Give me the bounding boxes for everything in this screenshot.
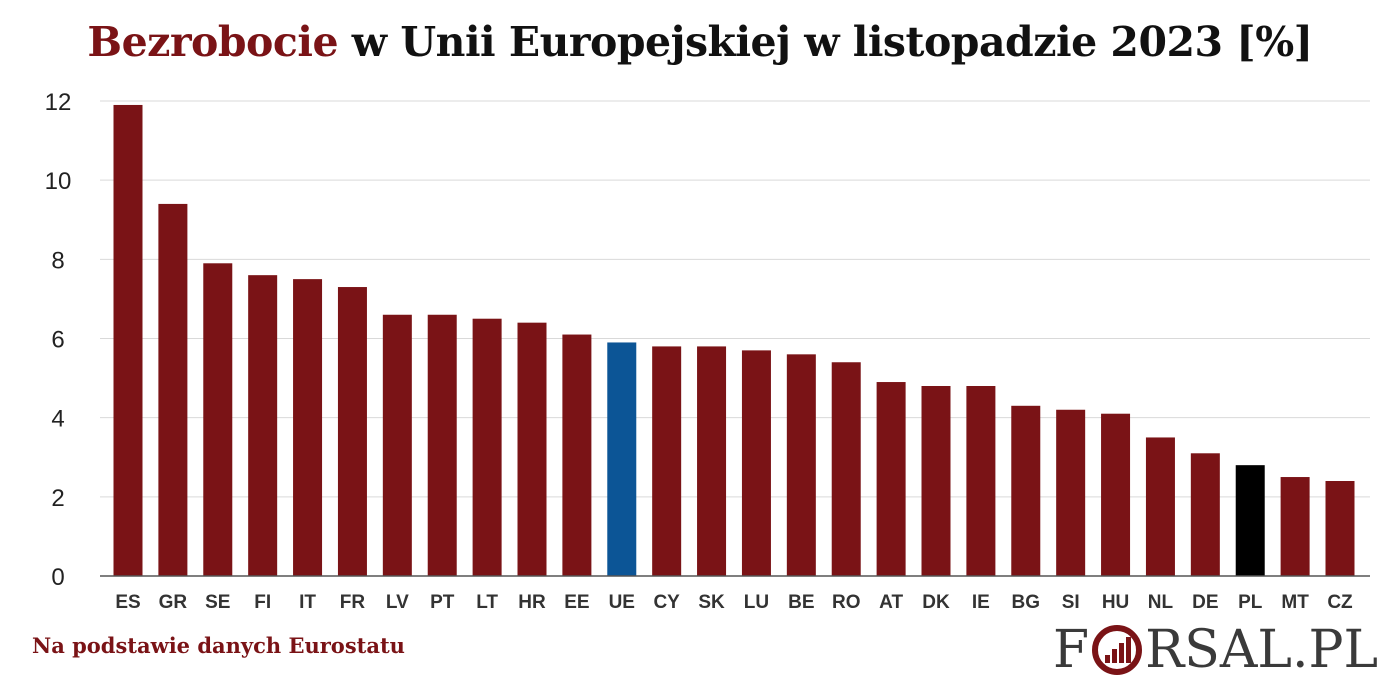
x-category-label: LV <box>386 592 409 613</box>
bar-lu <box>741 350 771 576</box>
y-tick-label: 8 <box>51 247 64 274</box>
x-category-label: AT <box>879 592 903 613</box>
logo-ring-icon <box>1092 625 1143 675</box>
x-category-label: EE <box>564 592 589 613</box>
x-category-label: IE <box>972 592 990 613</box>
x-category-label: HU <box>1102 592 1129 613</box>
chart-title-rest: w Unii Europejskiej w listopadzie 2023 [… <box>338 18 1313 66</box>
bar-de <box>1190 453 1220 576</box>
source-note: Na podstawie danych Eurostatu <box>32 633 405 658</box>
bar-cy <box>652 346 682 576</box>
x-category-label: PL <box>1238 592 1263 613</box>
x-category-label: LU <box>744 592 769 613</box>
x-category-label: PT <box>430 592 455 613</box>
bar-mt <box>1280 477 1310 576</box>
bar-fi <box>248 275 278 576</box>
bar-ue <box>607 342 637 576</box>
y-tick-label: 0 <box>51 564 64 591</box>
x-category-label: BE <box>788 592 814 613</box>
x-category-label: NL <box>1148 592 1174 613</box>
bar-si <box>1056 409 1086 576</box>
x-category-label: UE <box>609 592 635 613</box>
bar-cz <box>1325 481 1355 576</box>
x-category-label: SE <box>205 592 230 613</box>
bar-ro <box>831 362 861 576</box>
bar-gr <box>158 203 188 576</box>
bar-dk <box>921 386 951 576</box>
bar-pl <box>1235 465 1265 576</box>
chart-title: Bezrobocie w Unii Europejskiej w listopa… <box>0 18 1400 66</box>
x-category-label: GR <box>159 592 188 613</box>
chart-title-highlight: Bezrobocie <box>87 18 339 66</box>
x-category-label: ES <box>115 592 140 613</box>
bar-ie <box>966 386 996 576</box>
bar-lv <box>382 314 412 576</box>
forsal-logo: F RSAL.PL <box>1053 618 1378 682</box>
x-category-label: IT <box>299 592 316 613</box>
bar-it <box>293 279 323 576</box>
bar-es <box>113 104 143 576</box>
y-tick-label: 10 <box>45 168 72 195</box>
bar-fr <box>337 287 367 576</box>
y-axis-ticks: 0 2 4 6 8 10 12 <box>45 89 72 591</box>
x-category-label: DK <box>922 592 950 613</box>
x-category-label: BG <box>1012 592 1041 613</box>
x-category-label: MT <box>1281 592 1309 613</box>
bar-ee <box>562 334 592 576</box>
logo-text-start: F <box>1052 620 1090 680</box>
x-axis-categories: ES GR SE FI IT FR LV PT LT HR EE UE CY SK LU BE RO AT DK IE… <box>115 592 1353 613</box>
bar-se <box>203 263 233 576</box>
bar-bg <box>1011 405 1041 576</box>
y-tick-label: 6 <box>51 327 64 354</box>
x-category-label: FR <box>340 592 366 613</box>
x-category-label: RO <box>832 592 861 613</box>
bar-hr <box>517 322 547 576</box>
y-tick-label: 12 <box>45 89 72 116</box>
x-category-label: CZ <box>1327 592 1353 613</box>
x-category-label: FI <box>254 592 271 613</box>
bar-sk <box>697 346 727 576</box>
bars <box>113 104 1355 576</box>
x-category-label: SI <box>1062 592 1080 613</box>
bar-nl <box>1145 437 1175 576</box>
bar-lt <box>472 318 502 576</box>
x-category-label: SK <box>698 592 725 613</box>
x-category-label: LT <box>476 592 498 613</box>
bar-pt <box>427 314 457 576</box>
x-category-label: HR <box>518 592 546 613</box>
x-category-label: CY <box>653 592 680 613</box>
gridlines <box>100 100 1370 498</box>
bar-be <box>786 354 816 576</box>
bar-at <box>876 382 906 576</box>
y-tick-label: 4 <box>51 406 64 433</box>
y-tick-label: 2 <box>51 485 64 512</box>
logo-text-end: RSAL.PL <box>1145 620 1378 680</box>
bar-hu <box>1101 413 1131 576</box>
x-category-label: DE <box>1192 592 1218 613</box>
